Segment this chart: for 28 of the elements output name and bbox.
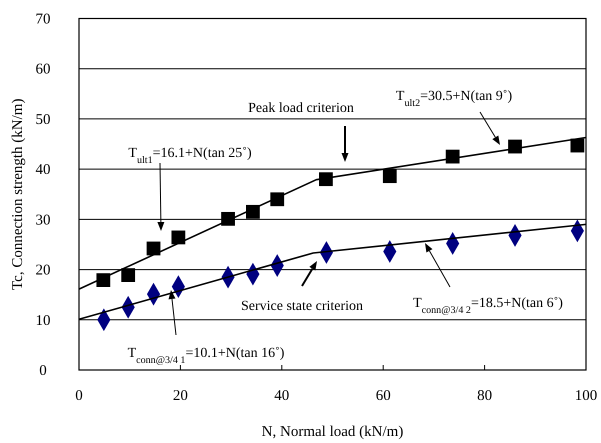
annotation: T$_{ult1}$=16.1+N(tan 25˚) [128,146,252,166]
y-tick-label: 50 [36,112,50,128]
x-tick-label: 40 [274,388,290,404]
x-tick-label: 100 [574,388,598,404]
x-tick-label: 80 [477,388,492,404]
annotation: T$_{conn@3/4 2}$=18.5+N(tan 6˚) [413,296,564,316]
point [382,169,397,184]
point [171,230,186,244]
y-tick-label: 10 [36,312,50,329]
x-tick-label: 0 [75,388,83,404]
annotation: Service state criterion [240,299,364,314]
y-tick-label: 0 [39,363,47,379]
point [146,242,160,256]
y-axis-title: Tc, Connection strength (kN/m) [10,98,26,290]
y-tick-label: 60 [36,62,50,78]
annotation: T$_{ult2}$=30.5+N(tan 9˚) [396,89,512,108]
y-tick-label: 40 [36,162,50,178]
y-tick-label: 20 [36,262,50,279]
point [121,268,136,282]
y-tick-label: 30 [36,212,50,228]
annotation: Peak load criterion [248,101,354,116]
x-tick-label: 20 [172,388,188,404]
point [508,140,522,154]
x-tick-label: 60 [376,388,391,404]
point [570,138,584,152]
y-tick-label: 70 [36,12,50,28]
annotation: T$_{conn@3/4 1}$=10.1+N(tan 16˚) [128,346,285,366]
x-axis-title: N, Normal load (kN/m) [262,424,404,440]
